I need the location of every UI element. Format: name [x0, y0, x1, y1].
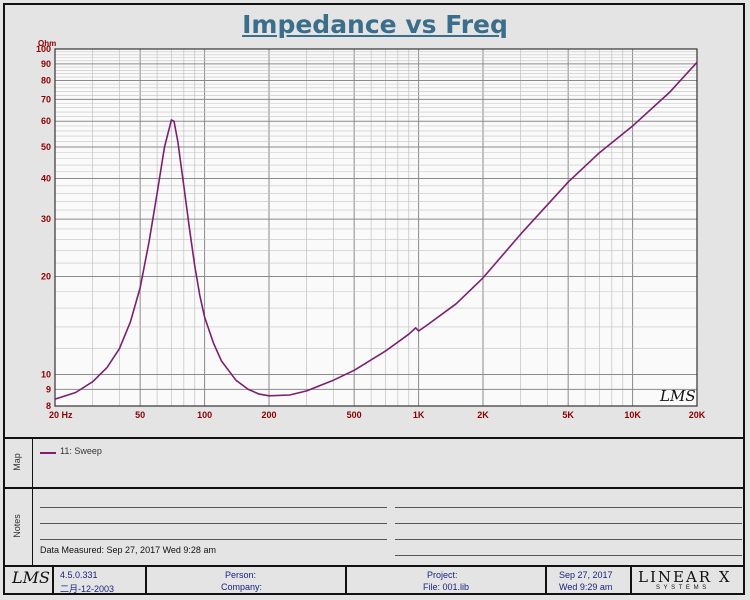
footer-version-cell: 4.5.0.331 二月-12-2003 [52, 566, 145, 595]
person-label: Person: [225, 570, 257, 580]
y-tick-label: 60 [41, 116, 51, 126]
footer-time: Wed 9:29 am [559, 582, 613, 592]
brand-sub: S Y S T E M S [656, 585, 708, 591]
x-tick-label: 20 Hz [49, 410, 73, 420]
chart-grid [54, 48, 698, 407]
x-tick-label: 500 [347, 410, 362, 420]
impedance-series-line [54, 61, 698, 400]
x-tick-label: 50 [135, 410, 145, 420]
plot-area [55, 49, 697, 406]
note-line [395, 555, 742, 556]
data-measured-text: Data Measured: Sep 27, 2017 Wed 9:28 am [40, 545, 216, 555]
y-tick-label: 8 [46, 401, 51, 411]
company-label: Company: [221, 582, 263, 592]
x-tick-label: 5K [562, 410, 574, 420]
y-unit-label: Ohm [38, 39, 56, 48]
chart-title: Impedance vs Freq [242, 10, 508, 39]
footer-bar [5, 565, 745, 567]
legend-swatch [40, 452, 56, 454]
x-tick-label: 10K [624, 410, 641, 420]
y-tick-label: 10 [41, 369, 51, 379]
x-tick-label: 200 [261, 410, 276, 420]
note-line [395, 523, 742, 524]
legend-label: 11: Sweep [60, 446, 102, 456]
y-tick-label: 100 [36, 44, 51, 54]
version-date-text: 二月-12-2003 [60, 584, 115, 594]
lms-watermark: LMS [659, 387, 696, 405]
y-tick-label: 9 [46, 384, 51, 394]
footer-logo: LMS [12, 568, 50, 587]
footer-date-cell: Sep 27, 2017 Wed 9:29 am [545, 566, 630, 595]
file-label: File: 001.lib [423, 582, 470, 592]
y-tick-label: 50 [41, 142, 51, 152]
note-line [40, 523, 387, 524]
chart-tick-labels: 20 Hz 50 100 200 500 1K 2K 5K 10K 20K 100 90 80 70 60 5… [36, 44, 706, 420]
note-line [395, 539, 742, 540]
footer-person-cell: Person: Company: [145, 566, 345, 595]
footer-date: Sep 27, 2017 [559, 570, 613, 580]
y-tick-label: 80 [41, 76, 51, 86]
plot-border [54, 48, 698, 407]
notes-side-label: Notes [5, 489, 33, 566]
map-side-label: Map [5, 439, 33, 487]
project-label: Project: [427, 570, 458, 580]
map-label: Map [11, 453, 22, 471]
footer-brand-cell: LINEAR X S Y S T E M S [630, 566, 745, 595]
x-tick-label: 2K [477, 410, 489, 420]
y-tick-label: 90 [41, 59, 51, 69]
impedance-chart: 20 Hz 50 100 200 500 1K 2K 5K 10K 20K 100 90 80 70 60 5… [36, 39, 706, 420]
notes-label: Notes [11, 514, 22, 538]
note-line [40, 539, 387, 540]
y-tick-label: 30 [41, 214, 51, 224]
note-line [395, 507, 742, 508]
note-line [40, 507, 387, 508]
version-text: 4.5.0.331 [60, 570, 98, 580]
y-tick-label: 70 [41, 94, 51, 104]
x-tick-label: 1K [413, 410, 425, 420]
notes-panel [5, 487, 745, 566]
map-panel [5, 437, 745, 487]
x-tick-label: 100 [197, 410, 212, 420]
y-tick-label: 20 [41, 271, 51, 281]
y-tick-label: 40 [41, 174, 51, 184]
x-tick-label: 20K [689, 410, 706, 420]
brand-logo: LINEAR X [638, 568, 732, 586]
footer-project-cell: Project: File: 001.lib [345, 566, 545, 595]
chart-series [54, 61, 698, 400]
